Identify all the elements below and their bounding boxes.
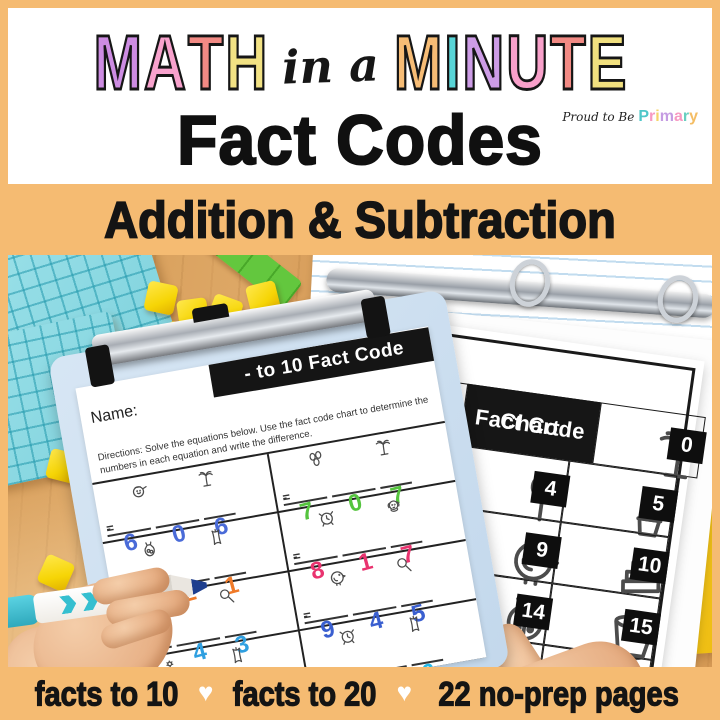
title-letter: T — [187, 20, 225, 107]
title-letter: A — [143, 20, 187, 107]
equation-cell: 5 - 2 = 3 — [123, 631, 311, 667]
title-letter: I — [443, 20, 461, 107]
brand-letter: r — [682, 108, 690, 125]
books-icon — [587, 537, 660, 594]
chart-cell: 9 — [444, 506, 563, 586]
equation-cell: 8 - 2 = 6 — [300, 600, 487, 667]
title-script-text: in a — [281, 37, 380, 95]
brand-letter: P — [638, 108, 650, 125]
brand-logo-script: Proud to Be — [562, 110, 635, 124]
clipboard-clip-end — [360, 295, 391, 340]
photo-scene: Use the colow to solvs on 2 Fact Code Ch… — [8, 255, 712, 667]
brand-letter: y — [689, 108, 698, 125]
dog-icon — [382, 494, 405, 517]
palm-tree-icon — [372, 435, 395, 458]
lollipop-icon — [488, 460, 557, 522]
eggs-icon — [305, 447, 328, 470]
magnifier-icon — [215, 585, 238, 608]
brand-letter: a — [673, 108, 683, 125]
page-title: Fact Codes — [176, 101, 543, 179]
flower-pot-icon — [596, 475, 663, 538]
subject-band: Addition & Subtraction — [0, 184, 720, 255]
footer-text: 22 no-prep pages — [438, 673, 680, 713]
chart-number-badge: 0 — [666, 427, 707, 465]
equation-cell: 3 - 2 = 1 — [102, 512, 290, 617]
flower-pot-icon — [159, 656, 182, 667]
teapot-icon — [128, 478, 151, 501]
chart-number-badge: 10 — [629, 547, 670, 585]
apple-core-icon — [403, 613, 426, 636]
equation-grid: 6 - 0 = 6 7 - 0 — [92, 420, 487, 667]
marker-tip — [191, 575, 209, 597]
brand-letter: r — [649, 108, 656, 125]
equation-cell: 9 - 4 = 5 — [289, 540, 477, 645]
worksheet: - to 10 Fact Code Name: Directions: Solv… — [75, 326, 487, 667]
title-letter: T — [549, 20, 587, 107]
header-band: M A T H in a M I N U T E Fact Codes Prou… — [8, 8, 712, 184]
brand-letter: i — [655, 108, 660, 125]
title-letter: M — [393, 20, 444, 107]
palm-tree-icon — [625, 417, 702, 480]
clipboard: - to 10 Fact Code Name: Directions: Solv… — [47, 288, 511, 667]
footer-text: facts to 20 — [233, 673, 378, 713]
title-letter: M — [93, 20, 144, 107]
chart-number-badge: 5 — [638, 486, 679, 523]
brand-logo: Proud to Be Primary — [562, 108, 698, 126]
footer-band: facts to 10 ♥ facts to 20 ♥ 22 no-prep p… — [0, 667, 720, 720]
magnifier-icon — [392, 554, 415, 577]
math-cube — [36, 553, 76, 593]
equation-cell: 7 - 0 = 7 — [268, 422, 456, 526]
chart-cell: 10 — [552, 522, 670, 599]
heart-icon: ♥ — [197, 676, 214, 707]
title-letter: N — [461, 20, 505, 107]
title-letter: E — [587, 20, 628, 107]
chart-cell: 4 — [453, 445, 571, 523]
alarm-clock-icon — [336, 624, 359, 647]
chart-cell: 5 — [561, 460, 679, 538]
bag-icon — [138, 537, 161, 560]
main-title: M A T H in a M I N U T E — [8, 18, 712, 110]
bucket-icon — [578, 598, 656, 660]
heart-icon: ♥ — [396, 676, 413, 707]
equation-digit: 6 — [419, 658, 439, 667]
footer-text: facts to 10 — [34, 673, 179, 713]
title-letter: H — [224, 20, 268, 107]
name-label: Name: — [89, 402, 139, 428]
equation-cell: 6 - 0 = 6 — [92, 453, 280, 557]
apple-core-icon — [205, 526, 228, 549]
apple-core-icon — [225, 644, 248, 667]
subject-title: Addition & Subtraction — [103, 190, 616, 249]
chart-number-badge: 14 — [513, 593, 554, 631]
chart-number-badge: 4 — [530, 470, 571, 508]
chart-cell: 0 — [592, 402, 707, 480]
math-cube — [143, 280, 179, 316]
alarm-clock-icon — [315, 506, 338, 529]
palm-tree-icon — [194, 467, 217, 490]
chick-icon — [325, 565, 348, 588]
equation-cell: 8 - 1 = 7 — [279, 481, 466, 585]
title-letter: U — [505, 20, 549, 107]
brand-letter: m — [659, 108, 674, 125]
chart-number-badge: 9 — [521, 532, 563, 569]
chart-number-badge: 15 — [620, 608, 662, 646]
